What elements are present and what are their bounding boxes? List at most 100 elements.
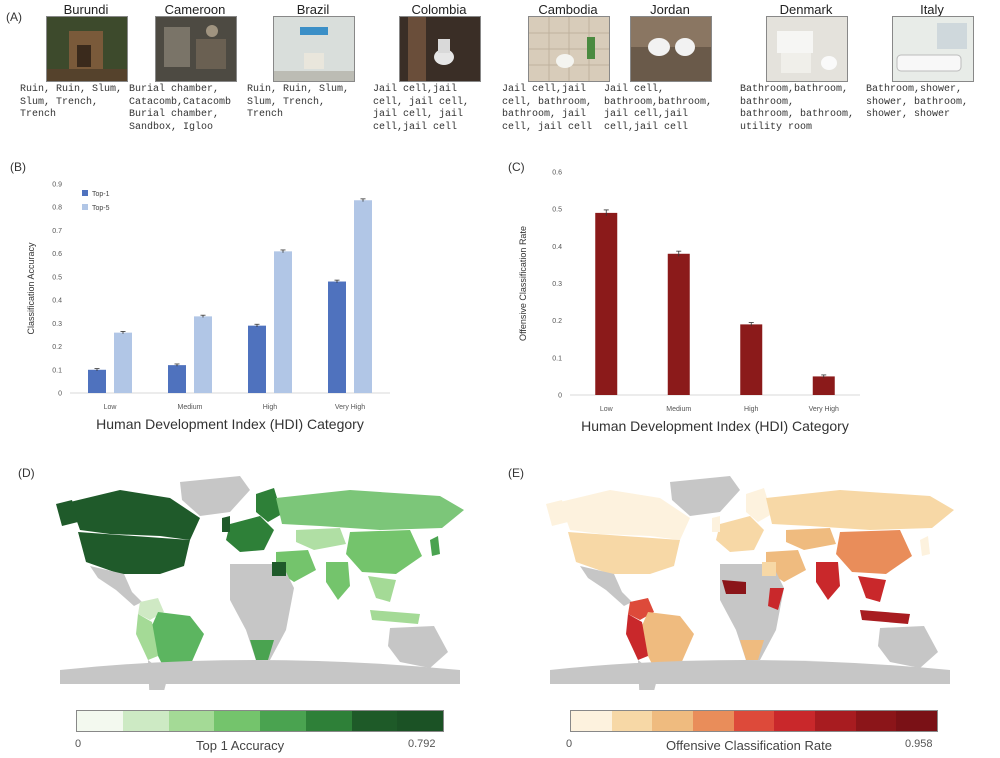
y-tick-label: 0.6 [52, 251, 62, 258]
panel-d-colorbar-min: 0 [75, 738, 82, 750]
y-tick-label: 0.3 [52, 321, 62, 328]
colorbar-segment [260, 711, 306, 731]
map-brazil [150, 612, 204, 676]
map-australia [388, 626, 448, 668]
panel-d-colorbar [76, 710, 444, 732]
colorbar-segment [397, 711, 443, 731]
y-tick-label: 0.4 [52, 298, 62, 305]
country-title: Brazil [296, 2, 330, 17]
country-title: Burundi [63, 2, 109, 17]
map-se-asia [858, 576, 886, 602]
map-uk [222, 516, 230, 532]
country-caption: Ruin, Ruin, Slum, Slum, Trench, Trench [20, 84, 123, 120]
map-kazakhstan [296, 528, 346, 550]
x-tick-label: High [263, 404, 278, 411]
bar [740, 324, 763, 395]
country-caption: Jail cell, bathroom,bathroom, jail cell,… [604, 84, 713, 133]
map-scandinavia [746, 488, 772, 522]
map-south-africa [740, 640, 764, 660]
colorbar-segment [611, 711, 653, 731]
white-bathroom-photo [766, 16, 848, 82]
map-india [816, 562, 840, 600]
x-axis-label: Human Development Index (HDI) Category [96, 416, 364, 432]
map-egypt [762, 562, 776, 576]
bar [194, 316, 212, 393]
legend-label: Top-1 [92, 191, 110, 198]
bar [595, 212, 618, 395]
panel-e-colorbar [570, 710, 938, 732]
colorbar-segment [815, 711, 856, 731]
country-title: Cameroon [164, 2, 226, 17]
map-uk [712, 516, 720, 532]
map-alaska [56, 500, 78, 526]
panel-d-letter: (D) [18, 466, 35, 480]
colorbar-segment [351, 711, 398, 731]
y-tick-label: 0.2 [52, 344, 62, 351]
country-caption: Burial chamber, Catacomb,Catacomb Burial… [129, 84, 232, 133]
panel-b-letter: (B) [10, 160, 26, 174]
map-scandinavia [256, 488, 282, 522]
legend-swatch [82, 190, 88, 196]
bar [88, 369, 106, 393]
bathtub-photo [892, 16, 974, 82]
map-brazil [640, 612, 694, 676]
map-japan [920, 536, 930, 556]
map-africa [230, 564, 294, 660]
map-peru [626, 614, 648, 660]
colorbar-segment [122, 711, 169, 731]
y-tick-label: 0.9 [52, 182, 62, 189]
tiled-toilet-photo [528, 16, 610, 82]
map-mexico [580, 566, 632, 606]
panel-c-offensive-chart: 0 0.1 0.2 0.3 0.4 0.5 0.6 Low Medium High Very Hig… [518, 170, 860, 434]
colorbar-segment [774, 711, 816, 731]
colorbar-segment [652, 711, 694, 731]
panel-a-letter: (A) [6, 10, 22, 24]
y-axis-label: Classification Accuracy [26, 242, 36, 335]
map-kazakhstan [786, 528, 836, 550]
bar [274, 251, 292, 393]
y-tick-label: 0.3 [552, 281, 562, 288]
y-tick-label: 0.5 [52, 274, 62, 281]
bar [354, 200, 372, 393]
panel-e-world-map [546, 476, 954, 690]
y-tick-label: 0.4 [552, 244, 562, 251]
panel-e-colorbar-max: 0.958 [905, 738, 933, 750]
panel-d-colorbar-title: Top 1 Accuracy [196, 738, 285, 753]
panel-d-colorbar-max: 0.792 [408, 738, 436, 750]
map-europe-west [716, 516, 764, 552]
map-antarctica [550, 660, 950, 684]
country-caption: Bathroom,bathroom, bathroom, bathroom, b… [740, 84, 855, 133]
colorbar-segment [733, 711, 775, 731]
x-tick-label: Very High [809, 406, 839, 413]
map-russia [276, 490, 464, 530]
bar [328, 281, 346, 393]
dark-toilet-photo [399, 16, 481, 82]
bidet-bathroom-photo [630, 16, 712, 82]
y-tick-label: 0.2 [552, 318, 562, 325]
cluttered-room-photo [155, 16, 237, 82]
x-tick-label: High [744, 406, 759, 413]
country-caption: Jail cell,jail cell, jail cell, jail cel… [373, 84, 470, 133]
bar [114, 332, 132, 393]
bar [248, 325, 266, 393]
map-japan [430, 536, 440, 556]
colorbar-segment [168, 711, 215, 731]
map-china [836, 530, 912, 574]
map-south-africa [250, 640, 274, 660]
map-europe-west [226, 516, 274, 552]
colorbar-segment [77, 711, 123, 731]
colorbar-segment [571, 711, 612, 731]
map-west-africa [722, 580, 746, 594]
country-title: Cambodia [538, 2, 598, 17]
map-usa [78, 532, 190, 574]
map-russia [766, 490, 954, 530]
y-tick-label: 0.6 [552, 170, 562, 177]
panel-d-world-map [56, 476, 464, 690]
map-canada [70, 490, 200, 540]
y-tick-label: 0.1 [552, 355, 562, 362]
blue-bathroom-photo [273, 16, 355, 82]
y-axis-label: Offensive Classification Rate [518, 226, 528, 341]
panel-c-letter: (C) [508, 160, 525, 174]
country-title: Denmark [779, 2, 833, 17]
map-greenland [180, 476, 250, 516]
